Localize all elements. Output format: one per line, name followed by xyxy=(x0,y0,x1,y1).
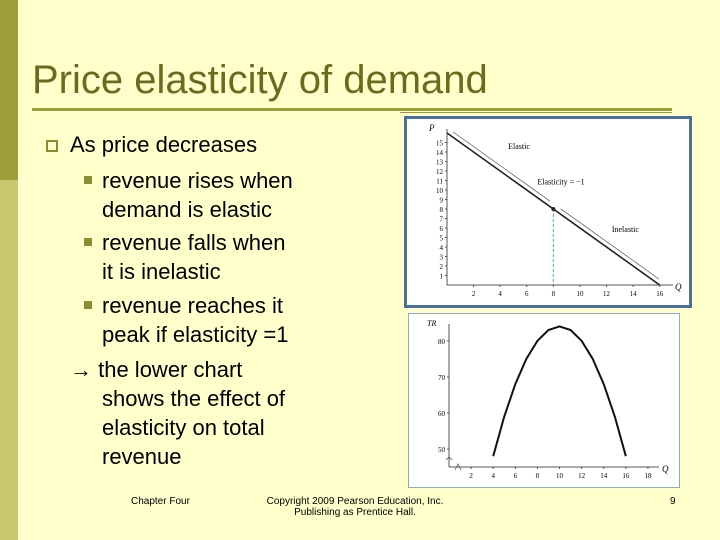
bullet-sub1-line1: revenue rises when xyxy=(102,168,293,193)
y-axis-label: TR xyxy=(427,319,436,328)
title-underline-thin xyxy=(400,112,672,113)
y-tick-label: 8 xyxy=(440,206,444,214)
inelastic-bracket xyxy=(560,208,660,280)
x-tick-label: 2 xyxy=(469,472,473,480)
x-tick-label: 16 xyxy=(656,290,664,298)
footer-copyright: Copyright 2009 Pearson Education, Inc. P… xyxy=(250,496,460,518)
x-tick-label: 6 xyxy=(525,290,529,298)
y-tick-label: 7 xyxy=(440,216,444,224)
y-tick-label: 10 xyxy=(436,187,444,195)
y-tick-label: 50 xyxy=(438,446,446,454)
note-line1: → the lower chart xyxy=(70,357,243,382)
y-tick-label: 4 xyxy=(440,244,444,252)
note-line4: revenue xyxy=(102,444,182,469)
bullet-sub1-line2: demand is elastic xyxy=(102,197,272,222)
note-line2: shows the effect of xyxy=(102,386,286,411)
footer-page-number: 9 xyxy=(670,496,676,507)
side-accent-light xyxy=(0,180,18,540)
y-axis-label: P xyxy=(428,123,435,133)
x-tick-label: 12 xyxy=(603,290,611,298)
bullet-marker-sub3 xyxy=(84,301,92,309)
slide-title: Price elasticity of demand xyxy=(32,58,488,102)
x-tick-label: 8 xyxy=(552,290,556,298)
x-tick-label: 12 xyxy=(578,472,586,480)
x-axis-label: Q xyxy=(662,464,669,474)
y-tick-label: 11 xyxy=(436,178,443,186)
x-tick-label: 14 xyxy=(600,472,608,480)
y-tick-label: 60 xyxy=(438,410,446,418)
bullet-sub3-line1: revenue reaches it xyxy=(102,293,283,318)
y-tick-label: 80 xyxy=(438,338,446,346)
title-underline xyxy=(32,108,672,111)
x-tick-label: 10 xyxy=(556,472,564,480)
y-tick-label: 13 xyxy=(436,159,444,167)
x-tick-label: 6 xyxy=(514,472,518,480)
bullet-sub2-line1: revenue falls when xyxy=(102,230,286,255)
footer-chapter: Chapter Four xyxy=(131,496,190,507)
bullet-main: As price decreases xyxy=(70,132,258,157)
x-tick-label: 18 xyxy=(644,472,652,480)
x-tick-label: 10 xyxy=(576,290,584,298)
total-revenue-chart: TR Q 50 60 70 80 2 4 6 8 10 12 14 16 18 xyxy=(427,319,669,480)
x-axis-break xyxy=(454,463,462,471)
bullet-marker-main xyxy=(46,140,58,152)
y-tick-label: 12 xyxy=(436,168,444,176)
y-tick-label: 15 xyxy=(436,140,444,148)
unit-elastic-point xyxy=(551,207,556,211)
y-axis-break xyxy=(445,456,453,461)
bullet-marker-sub1 xyxy=(84,176,92,184)
y-tick-label: 70 xyxy=(438,374,446,382)
y-tick-label: 1 xyxy=(440,273,444,281)
bullet-marker-sub2 xyxy=(84,238,92,246)
bullet-sub3-line2: peak if elasticity =1 xyxy=(102,322,289,347)
y-tick-label: 9 xyxy=(440,197,444,205)
unit-elastic-label: Elasticity = −1 xyxy=(537,177,584,186)
x-tick-label: 14 xyxy=(630,290,638,298)
demand-chart-panel: P Q 1 2 3 4 5 6 7 8 9 10 11 12 13 14 15 2 4 6 8 10 12 14 16 Elast… xyxy=(404,116,692,308)
bullet-sub2-line2: it is inelastic xyxy=(102,259,221,284)
y-tick-label: 3 xyxy=(440,254,444,262)
elastic-label: Elastic xyxy=(508,142,530,151)
y-tick-label: 5 xyxy=(440,235,444,243)
x-tick-label: 8 xyxy=(536,472,540,480)
total-revenue-chart-panel: TR Q 50 60 70 80 2 4 6 8 10 12 14 16 18 xyxy=(408,313,680,488)
x-tick-label: 4 xyxy=(491,472,495,480)
inelastic-label: Inelastic xyxy=(612,225,640,234)
y-tick-label: 14 xyxy=(436,149,444,157)
note-line3: elasticity on total xyxy=(102,415,265,440)
y-tick-label: 2 xyxy=(440,263,444,271)
side-accent-dark xyxy=(0,0,18,180)
y-tick-label: 6 xyxy=(440,225,444,233)
footer-copyright-line2: Publishing as Prentice Hall. xyxy=(294,507,416,518)
elastic-bracket xyxy=(452,131,551,202)
x-tick-label: 4 xyxy=(498,290,502,298)
x-tick-label: 16 xyxy=(622,472,630,480)
x-tick-label: 2 xyxy=(472,290,476,298)
x-axis-label: Q xyxy=(675,282,682,292)
side-accent-bar xyxy=(0,0,18,540)
footer-copyright-line1: Copyright 2009 Pearson Education, Inc. xyxy=(266,496,444,507)
total-revenue-curve xyxy=(492,325,627,457)
